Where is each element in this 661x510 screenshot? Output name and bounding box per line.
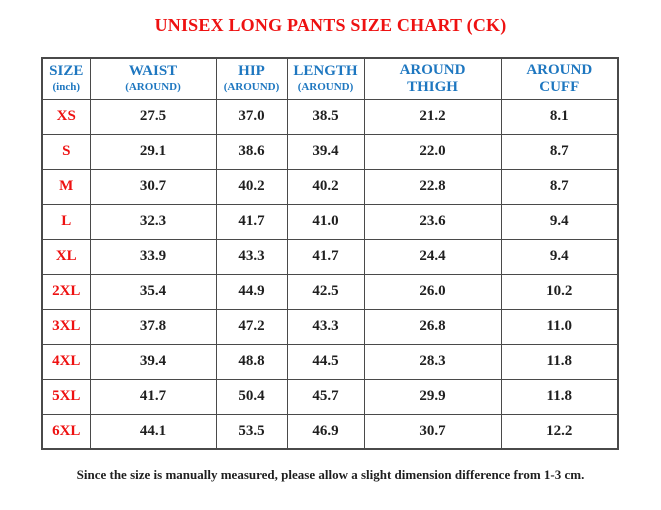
- size-cell: 5XL: [41, 378, 91, 415]
- size-cell: XL: [41, 238, 91, 275]
- value-cell: 29.1: [89, 133, 217, 170]
- value-cell: 26.0: [363, 273, 502, 310]
- value-cell: 30.7: [89, 168, 217, 205]
- column-header-waist-around: WAIST (AROUND): [89, 57, 217, 100]
- value-cell: 41.7: [89, 378, 217, 415]
- size-cell: 3XL: [41, 308, 91, 345]
- value-cell: 38.6: [215, 133, 288, 170]
- value-cell: 38.5: [286, 98, 365, 135]
- column-label: SIZE: [49, 62, 84, 79]
- value-cell: 33.9: [89, 238, 217, 275]
- column-label: AROUND: [399, 61, 466, 78]
- size-cell: XS: [41, 98, 91, 135]
- value-cell: 8.1: [500, 98, 619, 135]
- table-header: SIZE (inch) WAIST (AROUND) HIP (AROUND) LENGTH…: [41, 57, 619, 100]
- value-cell: 35.4: [89, 273, 217, 310]
- column-header-size-inch: SIZE (inch): [41, 57, 91, 100]
- value-cell: 11.8: [500, 378, 619, 415]
- value-cell: 39.4: [286, 133, 365, 170]
- table-row-4xl: 4XL 39.4 48.8 44.5 28.3 11.8: [41, 343, 619, 380]
- value-cell: 8.7: [500, 133, 619, 170]
- size-cell: 4XL: [41, 343, 91, 380]
- footer-note: Since the size is manually measured, ple…: [76, 467, 585, 482]
- column-label: HIP: [238, 62, 265, 79]
- table-header-row: SIZE (inch) WAIST (AROUND) HIP (AROUND) LENGTH…: [41, 57, 619, 100]
- value-cell: 11.8: [500, 343, 619, 380]
- value-cell: 9.4: [500, 238, 619, 275]
- value-cell: 29.9: [363, 378, 502, 415]
- value-cell: 11.0: [500, 308, 619, 345]
- table-row-xl: XL 33.9 43.3 41.7 24.4 9.4: [41, 238, 619, 275]
- table-row-m: M 30.7 40.2 40.2 22.8 8.7: [41, 168, 619, 205]
- value-cell: 26.8: [363, 308, 502, 345]
- size-cell: S: [41, 133, 91, 170]
- value-cell: 48.8: [215, 343, 288, 380]
- value-cell: 46.9: [286, 413, 365, 450]
- column-label: LENGTH: [293, 62, 358, 79]
- size-chart-table: SIZE (inch) WAIST (AROUND) HIP (AROUND) LENGTH…: [41, 57, 619, 450]
- value-cell: 37.0: [215, 98, 288, 135]
- value-cell: 43.3: [286, 308, 365, 345]
- table-row-2xl: 2XL 35.4 44.9 42.5 26.0 10.2: [41, 273, 619, 310]
- column-header-hip-around: HIP (AROUND): [215, 57, 288, 100]
- value-cell: 42.5: [286, 273, 365, 310]
- value-cell: 9.4: [500, 203, 619, 240]
- value-cell: 43.3: [215, 238, 288, 275]
- value-cell: 8.7: [500, 168, 619, 205]
- column-label: AROUND: [526, 61, 593, 78]
- value-cell: 40.2: [215, 168, 288, 205]
- value-cell: 44.1: [89, 413, 217, 450]
- value-cell: 24.4: [363, 238, 502, 275]
- size-cell: L: [41, 203, 91, 240]
- value-cell: 41.0: [286, 203, 365, 240]
- value-cell: 53.5: [215, 413, 288, 450]
- value-cell: 12.2: [500, 413, 619, 450]
- size-cell: M: [41, 168, 91, 205]
- column-sublabel: (inch): [52, 81, 81, 94]
- value-cell: 23.6: [363, 203, 502, 240]
- value-cell: 27.5: [89, 98, 217, 135]
- value-cell: 32.3: [89, 203, 217, 240]
- value-cell: 10.2: [500, 273, 619, 310]
- value-cell: 44.5: [286, 343, 365, 380]
- value-cell: 47.2: [215, 308, 288, 345]
- column-sublabel: CUFF: [539, 78, 580, 95]
- value-cell: 44.9: [215, 273, 288, 310]
- size-cell: 2XL: [41, 273, 91, 310]
- column-header-around-thigh: AROUND THIGH: [363, 57, 502, 100]
- value-cell: 50.4: [215, 378, 288, 415]
- value-cell: 30.7: [363, 413, 502, 450]
- column-sublabel: (AROUND): [223, 81, 280, 94]
- column-header-length-around: LENGTH (AROUND): [286, 57, 365, 100]
- value-cell: 22.8: [363, 168, 502, 205]
- table-row-s: S 29.1 38.6 39.4 22.0 8.7: [41, 133, 619, 170]
- table-row-xs: XS 27.5 37.0 38.5 21.2 8.1: [41, 98, 619, 135]
- value-cell: 37.8: [89, 308, 217, 345]
- table-row-6xl: 6XL 44.1 53.5 46.9 30.7 12.2: [41, 413, 619, 450]
- value-cell: 40.2: [286, 168, 365, 205]
- table-row-l: L 32.3 41.7 41.0 23.6 9.4: [41, 203, 619, 240]
- column-header-around-cuff: AROUND CUFF: [500, 57, 619, 100]
- value-cell: 39.4: [89, 343, 217, 380]
- column-sublabel: (AROUND): [297, 81, 354, 94]
- size-cell: 6XL: [41, 413, 91, 450]
- value-cell: 41.7: [215, 203, 288, 240]
- column-sublabel: THIGH: [407, 78, 458, 95]
- column-sublabel: (AROUND): [125, 81, 181, 94]
- value-cell: 41.7: [286, 238, 365, 275]
- value-cell: 21.2: [363, 98, 502, 135]
- table-body: XS 27.5 37.0 38.5 21.2 8.1 S 29.1 38.6 39.4 22.0 8.…: [41, 98, 619, 450]
- value-cell: 45.7: [286, 378, 365, 415]
- page-title: UNISEX LONG PANTS SIZE CHART (CK): [154, 15, 507, 35]
- value-cell: 28.3: [363, 343, 502, 380]
- value-cell: 22.0: [363, 133, 502, 170]
- table-row-5xl: 5XL 41.7 50.4 45.7 29.9 11.8: [41, 378, 619, 415]
- table-row-3xl: 3XL 37.8 47.2 43.3 26.8 11.0: [41, 308, 619, 345]
- column-label: WAIST: [128, 62, 178, 79]
